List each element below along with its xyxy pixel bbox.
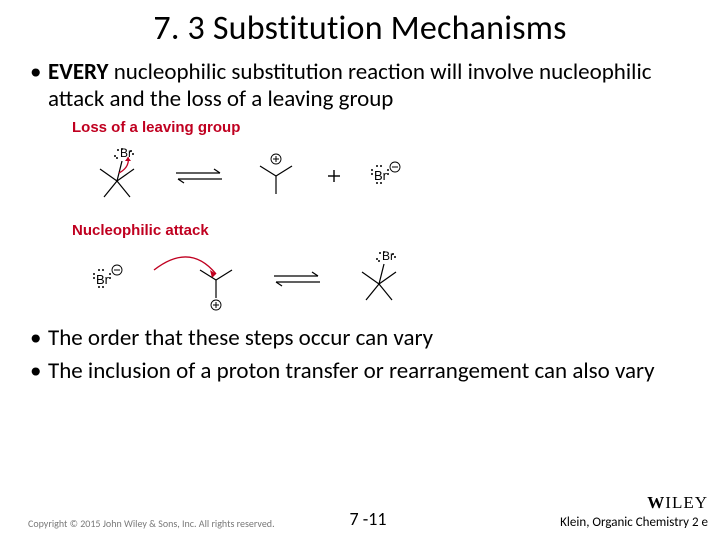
- slide: 7. 3 Substitution Mechanisms EVERY nucle…: [0, 0, 720, 540]
- bromide-nucleophile-icon: Br: [82, 254, 132, 304]
- equilibrium-arrows-icon: [268, 267, 326, 291]
- bullet-1-bold: EVERY: [48, 58, 114, 86]
- carbocation-attack-icon: [150, 244, 250, 314]
- copyright-text: Copyright © 2015 John Wiley & Sons, Inc.…: [28, 517, 275, 530]
- carbocation-icon: [246, 146, 306, 206]
- bullet-2: The order that these steps occur can var…: [28, 325, 692, 352]
- br-nuc-label: Br: [96, 272, 110, 287]
- br-ion-label: Br: [374, 168, 388, 183]
- publisher-w: W: [647, 493, 665, 512]
- publisher-logo: WILEY: [560, 493, 708, 513]
- bullet-list-2: The order that these steps occur can var…: [28, 325, 692, 385]
- bullet-list: EVERY nucleophilic substitution reaction…: [28, 59, 692, 113]
- bromide-ion-icon: Br: [362, 156, 412, 196]
- slide-title: 7. 3 Substitution Mechanisms: [28, 8, 692, 49]
- leaving-group-row: Br: [82, 140, 692, 212]
- bullet-1-rest: nucleophilic substitution reaction will …: [48, 58, 651, 113]
- product-icon: Br: [344, 244, 414, 314]
- substrate-with-br-icon: Br: [82, 141, 152, 211]
- bullet-1: EVERY nucleophilic substitution reaction…: [28, 59, 692, 113]
- page-number: 7 -11: [350, 508, 387, 530]
- plus-icon: [324, 166, 344, 186]
- leaving-group-label: Loss of a leaving group: [72, 119, 692, 136]
- chemistry-diagram: Loss of a leaving group Br: [72, 119, 692, 315]
- publisher-rest: ILEY: [665, 493, 708, 512]
- nucleophilic-attack-label: Nucleophilic attack: [72, 222, 692, 239]
- bullet-3: The inclusion of a proton transfer or re…: [28, 358, 692, 385]
- equilibrium-arrows-icon: [170, 164, 228, 188]
- nucleophilic-attack-row: Br: [82, 243, 692, 315]
- footer: Copyright © 2015 John Wiley & Sons, Inc.…: [28, 493, 708, 530]
- footer-right: WILEY Klein, Organic Chemistry 2 e: [560, 493, 708, 530]
- author-text: Klein, Organic Chemistry 2 e: [560, 515, 708, 530]
